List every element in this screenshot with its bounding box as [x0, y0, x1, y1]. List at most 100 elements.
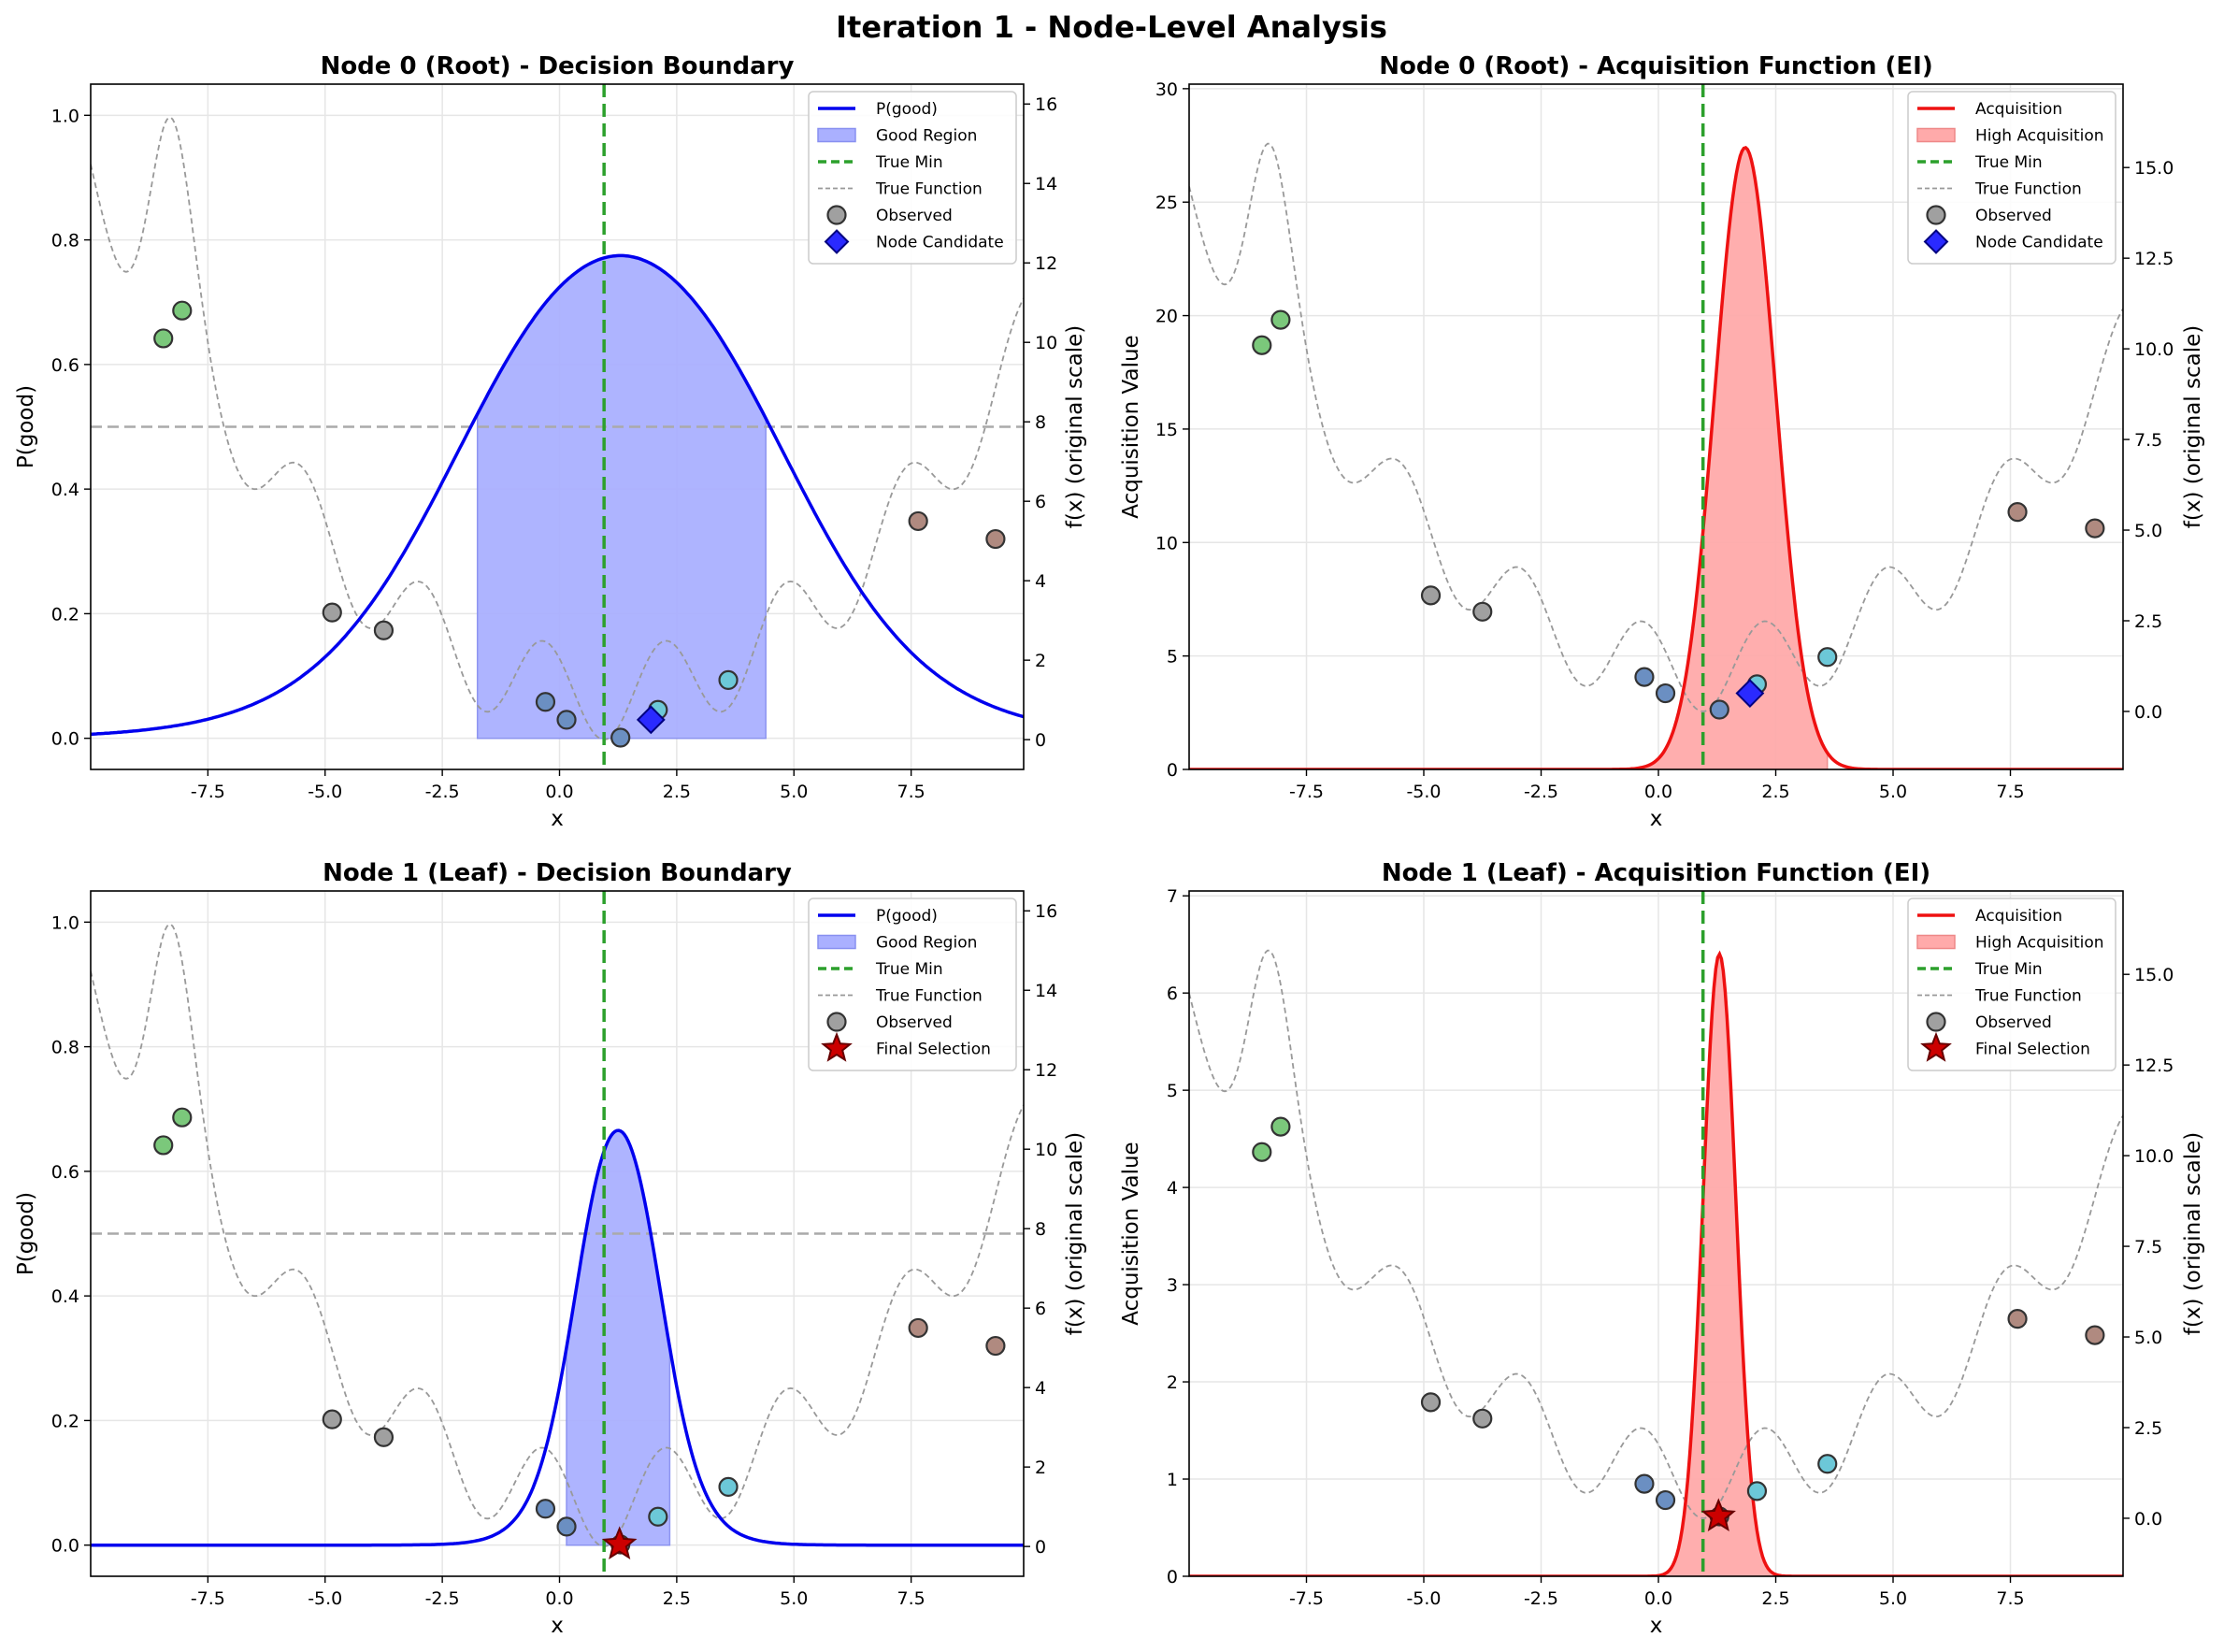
good-region-fill: [566, 1129, 671, 1546]
y-tick-label: 0: [1167, 1567, 1178, 1587]
y-right-tick-label: 6: [1035, 1299, 1046, 1319]
y-right-tick-label: 8: [1035, 412, 1046, 433]
x-tick-label: 2.5: [663, 782, 691, 802]
legend-handle-circle: [1926, 205, 1946, 225]
plot-area: [91, 84, 1024, 769]
y-axis-label: P(good): [14, 385, 38, 468]
plot-area: [91, 891, 1024, 1576]
observed-point: [908, 1317, 928, 1339]
y-right-tick-label: 8: [1035, 1219, 1046, 1240]
y-right-tick-label: 10: [1035, 333, 1057, 353]
y-right-axis-label: f(x) (original scale): [2181, 1132, 2205, 1335]
observed-point: [1634, 667, 1655, 687]
legend-handle-patch: [817, 934, 856, 950]
observed-point: [1746, 1481, 1768, 1501]
legend-label: True Function: [875, 180, 983, 199]
panel-title: Node 1 (Leaf) - Acquisition Function (EI…: [1382, 859, 1930, 887]
legend-label: Observed: [876, 1013, 953, 1032]
y-right-axis-label: f(x) (original scale): [1063, 1132, 1087, 1335]
plot-frame: [1188, 890, 2124, 1577]
legend-label: Good Region: [876, 934, 977, 953]
x-tick-label: -5.0: [1406, 1588, 1441, 1609]
legend-handle-diamond: [824, 229, 850, 254]
legend-handle-star: [1920, 1031, 1952, 1062]
observed-point: [172, 1107, 193, 1128]
y-tick-label: 5: [1167, 1081, 1178, 1101]
panel-node0-decision: -7.5 -5.0 -2.5 0.0 2.5 5.0 7.5 0.0 0.2 0.4 0.6 0.8 1…: [14, 52, 1087, 831]
figure-title: Iteration 1 - Node-Level Analysis: [836, 9, 1387, 45]
x-tick-label: 5.0: [780, 782, 808, 802]
p-good-line: [91, 1128, 1024, 1547]
y-tick-label: 1.0: [51, 912, 79, 933]
observed-point: [648, 1506, 668, 1527]
x-tick-label: 7.5: [897, 1588, 925, 1609]
node-candidate-marker: [636, 705, 666, 735]
x-tick-label: -2.5: [1524, 782, 1558, 802]
x-tick-label: 2.5: [663, 1588, 691, 1609]
observed-point: [1634, 1473, 1655, 1494]
legend-label: True Min: [875, 960, 943, 979]
x-tick-label: 5.0: [1879, 1588, 1907, 1609]
y-right-tick-label: 4: [1035, 1378, 1046, 1399]
panel-title: Node 0 (Root) - Acquisition Function (EI…: [1379, 52, 1932, 80]
y-right-tick-label: 2: [1035, 1458, 1046, 1478]
y-right-tick-label: 15.0: [2134, 965, 2174, 985]
y-tick-label: 1: [1167, 1470, 1178, 1490]
y-right-tick-label: 14: [1035, 981, 1057, 1001]
y-right-axis-label: f(x) (original scale): [2181, 325, 2205, 528]
legend-label: True Function: [1974, 987, 2082, 1006]
legend-handle-circle: [826, 205, 847, 225]
y-right-tick-label: 16: [1035, 901, 1057, 922]
y-axis-label: Acquisition Value: [1119, 1142, 1143, 1325]
y-right-tick-label: 2.5: [2134, 1418, 2162, 1439]
legend: P(good) Good Region True Min True Function O…: [808, 91, 1017, 265]
y-right-tick-label: 7.5: [2134, 1237, 2162, 1257]
legend-label: P(good): [876, 100, 938, 119]
y-tick-label: 30: [1155, 79, 1178, 100]
observed-point: [1270, 1116, 1291, 1137]
legend-label: True Min: [1974, 153, 2043, 172]
observed-point: [985, 1335, 1006, 1357]
x-axis-label: x: [551, 807, 564, 831]
legend-label: High Acquisition: [1975, 934, 2104, 953]
y-tick-label: 20: [1155, 307, 1178, 327]
legend-label: P(good): [876, 907, 938, 926]
y-right-tick-label: 10.0: [2134, 1146, 2174, 1167]
y-right-tick-label: 5.0: [2134, 1328, 2162, 1348]
y-tick-label: 3: [1167, 1275, 1178, 1296]
legend-handle-patch: [1916, 934, 1956, 950]
y-right-tick-label: 6: [1035, 492, 1046, 512]
x-tick-label: -7.5: [1289, 1588, 1324, 1609]
legend-handle-circle: [1926, 1012, 1946, 1032]
y-tick-label: 0: [1167, 760, 1178, 781]
y-tick-label: 0.4: [51, 1286, 79, 1307]
x-axis-label: x: [1650, 807, 1663, 831]
observed-point: [1709, 699, 1729, 720]
x-tick-label: -5.0: [308, 1588, 342, 1609]
x-tick-label: 5.0: [780, 1588, 808, 1609]
y-right-tick-label: 7.5: [2134, 430, 2162, 451]
y-tick-label: 4: [1167, 1178, 1178, 1199]
y-tick-label: 0.2: [51, 1411, 79, 1431]
observed-point: [556, 1516, 577, 1537]
legend-label: Observed: [876, 207, 953, 225]
y-right-tick-label: 14: [1035, 174, 1057, 194]
y-tick-label: 7: [1167, 886, 1178, 907]
x-tick-label: 0.0: [1644, 782, 1672, 802]
observed-point: [1655, 1489, 1676, 1511]
observed-point: [1655, 682, 1676, 704]
x-tick-label: -2.5: [425, 1588, 460, 1609]
final-selection-marker: [1700, 1498, 1736, 1531]
true-function-line: [91, 116, 1024, 741]
final-selection-marker: [601, 1526, 638, 1559]
observed-point: [535, 692, 556, 712]
plot-frame: [1188, 83, 2124, 770]
legend-box: [1907, 898, 2116, 1071]
observed-point: [1420, 585, 1442, 606]
legend-box: [1907, 91, 2116, 265]
x-tick-label: -7.5: [1289, 782, 1324, 802]
acquisition-line: [1189, 146, 2123, 769]
y-tick-label: 0.4: [51, 480, 79, 500]
observed-point: [172, 300, 193, 321]
